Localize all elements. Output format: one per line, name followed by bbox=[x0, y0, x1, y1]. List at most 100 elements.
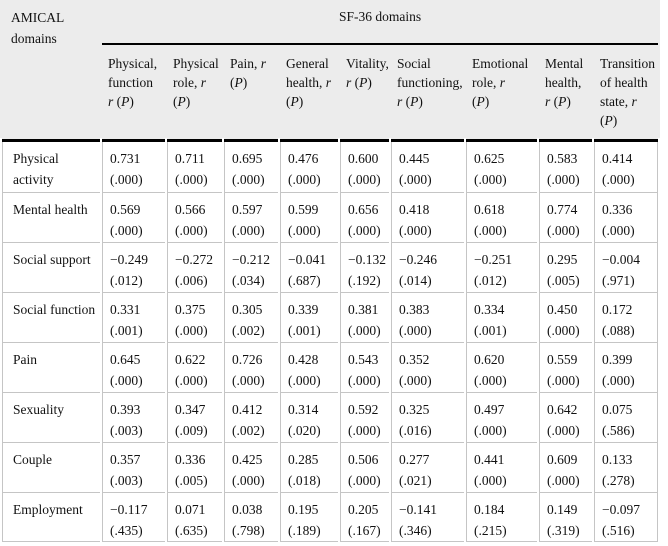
p-value: (.798) bbox=[232, 523, 265, 538]
r-value: 0.277 bbox=[399, 452, 430, 467]
p-value: (.000) bbox=[232, 373, 265, 388]
cell: 0.357 (.003) bbox=[102, 442, 165, 492]
cell: −0.097 (.516) bbox=[594, 492, 659, 542]
cell: −0.249 (.012) bbox=[102, 242, 165, 292]
p-value: (.002) bbox=[232, 423, 265, 438]
r-value: 0.609 bbox=[547, 452, 578, 467]
cell: 0.195 (.189) bbox=[280, 492, 338, 542]
p-value: (.000) bbox=[602, 373, 635, 388]
cell: 0.620 (.000) bbox=[466, 342, 537, 392]
cell: 0.622 (.000) bbox=[167, 342, 222, 392]
r-value: 0.383 bbox=[399, 302, 430, 317]
cell: 0.559 (.000) bbox=[539, 342, 592, 392]
r-value: −0.212 bbox=[232, 252, 270, 267]
cell: 0.285 (.018) bbox=[280, 442, 338, 492]
p-value: (.003) bbox=[110, 423, 143, 438]
p-value: (.000) bbox=[348, 223, 381, 238]
cell: 0.339 (.001) bbox=[280, 292, 338, 342]
r-value: −0.132 bbox=[348, 252, 386, 267]
r-value: 0.569 bbox=[110, 202, 141, 217]
r-value: 0.184 bbox=[474, 502, 505, 517]
p-value: (.000) bbox=[348, 373, 381, 388]
column-header: Physical role, r (P) bbox=[167, 45, 222, 142]
p-value: (.435) bbox=[110, 523, 143, 538]
table-row: Physical activity 0.731 (.000) 0.711 (.000) 0… bbox=[2, 142, 659, 192]
p-value: (.000) bbox=[547, 172, 580, 187]
p-value: (.586) bbox=[602, 423, 635, 438]
cell: 0.071 (.635) bbox=[167, 492, 222, 542]
r-value: 0.476 bbox=[288, 151, 319, 166]
cell: 0.441 (.000) bbox=[466, 442, 537, 492]
r-value: −0.251 bbox=[474, 252, 512, 267]
p-value: (.012) bbox=[474, 273, 507, 288]
p-value: (.005) bbox=[547, 273, 580, 288]
p-value: (.189) bbox=[288, 523, 321, 538]
r-value: 0.305 bbox=[232, 302, 263, 317]
cell: 0.149 (.319) bbox=[539, 492, 592, 542]
cell: 0.731 (.000) bbox=[102, 142, 165, 192]
cell: 0.347 (.009) bbox=[167, 392, 222, 442]
cell: 0.600 (.000) bbox=[340, 142, 389, 192]
r-value: 0.336 bbox=[175, 452, 206, 467]
r-value: 0.441 bbox=[474, 452, 505, 467]
cell: 0.599 (.000) bbox=[280, 192, 338, 242]
column-header: Physical, function r (P) bbox=[102, 45, 165, 142]
column-header: Mental health, r (P) bbox=[539, 45, 592, 142]
r-value: 0.149 bbox=[547, 502, 578, 517]
p-value: (.000) bbox=[547, 323, 580, 338]
r-value: 0.071 bbox=[175, 502, 206, 517]
r-value: 0.656 bbox=[348, 202, 379, 217]
r-value: 0.334 bbox=[474, 302, 505, 317]
cell: 0.425 (.000) bbox=[224, 442, 278, 492]
r-value: 0.592 bbox=[348, 402, 379, 417]
cell: −0.004 (.971) bbox=[594, 242, 659, 292]
r-value: 0.381 bbox=[348, 302, 379, 317]
r-value: 0.450 bbox=[547, 302, 578, 317]
r-value: 0.172 bbox=[602, 302, 633, 317]
cell: 0.642 (.000) bbox=[539, 392, 592, 442]
r-value: 0.336 bbox=[602, 202, 633, 217]
column-header: Pain, r (P) bbox=[224, 45, 278, 142]
p-value: (.971) bbox=[602, 273, 635, 288]
row-label: Employment bbox=[2, 492, 100, 542]
r-value: 0.331 bbox=[110, 302, 141, 317]
cell: −0.212 (.034) bbox=[224, 242, 278, 292]
p-value: (.215) bbox=[474, 523, 507, 538]
p-value: (.000) bbox=[110, 373, 143, 388]
p-value: (.000) bbox=[288, 223, 321, 238]
p-value: (.005) bbox=[175, 473, 208, 488]
cell: −0.132 (.192) bbox=[340, 242, 389, 292]
p-value: (.000) bbox=[474, 423, 507, 438]
cell: 0.774 (.000) bbox=[539, 192, 592, 242]
p-value: (.000) bbox=[175, 223, 208, 238]
r-value: 0.731 bbox=[110, 151, 141, 166]
table-row: Employment −0.117 (.435) 0.071 (.635) 0.038 (.… bbox=[2, 492, 659, 542]
cell: 0.569 (.000) bbox=[102, 192, 165, 242]
p-value: (.000) bbox=[348, 323, 381, 338]
cell: 0.412 (.002) bbox=[224, 392, 278, 442]
cell: 0.583 (.000) bbox=[539, 142, 592, 192]
p-value: (.192) bbox=[348, 273, 381, 288]
group-header-row: AMICAL domains SF-36 domains bbox=[2, 0, 659, 142]
p-value: (.000) bbox=[474, 473, 507, 488]
cell: 0.305 (.002) bbox=[224, 292, 278, 342]
r-value: −0.246 bbox=[399, 252, 437, 267]
cell: 0.325 (.016) bbox=[391, 392, 464, 442]
p-value: (.000) bbox=[547, 373, 580, 388]
cell: 0.645 (.000) bbox=[102, 342, 165, 392]
r-value: −0.249 bbox=[110, 252, 148, 267]
cell: 0.331 (.001) bbox=[102, 292, 165, 342]
r-value: 0.414 bbox=[602, 151, 633, 166]
r-value: 0.583 bbox=[547, 151, 578, 166]
cell: 0.334 (.001) bbox=[466, 292, 537, 342]
p-value: (.516) bbox=[602, 523, 635, 538]
cell: 0.414 (.000) bbox=[594, 142, 659, 192]
r-value: 0.711 bbox=[175, 151, 205, 166]
cell: 0.336 (.005) bbox=[167, 442, 222, 492]
p-value: (.002) bbox=[232, 323, 265, 338]
p-value: (.000) bbox=[348, 423, 381, 438]
row-label: Pain bbox=[2, 342, 100, 392]
cell: 0.133 (.278) bbox=[594, 442, 659, 492]
table-row: Sexuality 0.393 (.003) 0.347 (.009) 0.412 (.00… bbox=[2, 392, 659, 442]
